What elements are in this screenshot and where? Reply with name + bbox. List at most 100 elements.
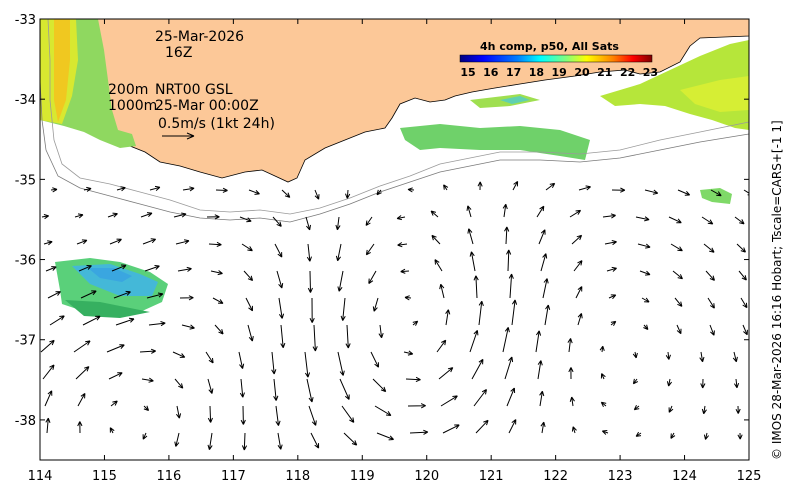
- current-arrow: [666, 378, 672, 387]
- current-arrow: [508, 273, 514, 299]
- colorbar-label: 20: [574, 66, 590, 79]
- current-arrow: [736, 243, 746, 253]
- current-arrow: [141, 377, 154, 383]
- current-arrow: [577, 313, 583, 326]
- current-arrow: [632, 351, 638, 359]
- current-arrow: [143, 405, 150, 411]
- isobath-200m: [47, 19, 749, 215]
- current-arrow: [567, 338, 573, 353]
- current-arrow: [701, 216, 714, 225]
- x-tick-label: 125: [737, 469, 762, 484]
- current-arrow: [569, 396, 575, 407]
- current-arrow: [665, 351, 671, 360]
- current-arrow: [439, 283, 445, 299]
- x-tick-label: 123: [608, 469, 633, 484]
- current-arrow: [606, 266, 617, 272]
- current-arrow: [440, 395, 458, 407]
- current-arrow: [177, 266, 192, 272]
- x-tick-label: 114: [28, 469, 53, 484]
- current-arrow: [668, 405, 674, 413]
- current-arrow: [575, 286, 583, 299]
- current-arrow: [700, 378, 706, 389]
- current-arrow: [732, 351, 738, 363]
- colorbar-gradient: [459, 54, 653, 63]
- y-tick-label: -34: [15, 93, 36, 108]
- current-arrow: [599, 345, 605, 353]
- current-arrow: [431, 234, 441, 245]
- current-arrow: [436, 339, 447, 353]
- current-arrow: [76, 239, 88, 245]
- current-arrow: [275, 405, 281, 426]
- colorbar-label: 21: [597, 66, 612, 79]
- current-arrow: [108, 372, 123, 380]
- current-arrow: [142, 432, 148, 440]
- current-arrow: [611, 187, 626, 193]
- current-arrow: [504, 226, 510, 245]
- current-arrow: [45, 266, 57, 272]
- current-arrow: [430, 210, 439, 218]
- current-arrow: [247, 324, 254, 342]
- current-arrow: [281, 189, 291, 198]
- current-arrow: [41, 214, 49, 220]
- current-arrow: [473, 275, 479, 299]
- title-date: 25-Mar-2026: [155, 29, 245, 45]
- current-arrow: [172, 351, 186, 358]
- current-arrow: [409, 429, 429, 435]
- current-arrow: [278, 297, 285, 319]
- current-arrow: [538, 229, 546, 245]
- current-arrow: [238, 351, 245, 369]
- current-arrow: [310, 432, 320, 449]
- current-arrow: [115, 317, 135, 326]
- current-arrow: [40, 339, 55, 353]
- current-arrow: [506, 249, 512, 272]
- current-arrow: [245, 297, 253, 312]
- current-arrow: [214, 324, 224, 335]
- current-arrow: [703, 243, 715, 253]
- current-arrow: [308, 405, 317, 426]
- title-hour: 16Z: [165, 45, 193, 61]
- current-arrow: [312, 324, 318, 352]
- current-arrow: [676, 324, 682, 335]
- current-arrow: [42, 364, 55, 380]
- current-arrow: [699, 351, 705, 363]
- current-arrow: [241, 243, 253, 252]
- current-arrow: [45, 417, 51, 434]
- current-arrow: [737, 432, 743, 440]
- colorbar-label: 23: [643, 66, 658, 79]
- current-arrow: [703, 432, 709, 440]
- current-arrow: [149, 185, 161, 191]
- current-arrow: [277, 432, 283, 450]
- current-arrow: [635, 216, 650, 222]
- current-arrow: [345, 324, 351, 349]
- plot-frame: [39, 18, 750, 461]
- current-arrow: [77, 421, 83, 434]
- current-arrow: [573, 260, 583, 272]
- current-arrow: [181, 324, 195, 330]
- current-arrow: [601, 430, 609, 435]
- current-arrow: [511, 299, 518, 326]
- current-arrow: [670, 243, 683, 252]
- current-arrow: [107, 212, 118, 218]
- current-arrow: [600, 401, 607, 408]
- x-axis: 114 115 116 117 118 119 120 121 122 123 124 125: [28, 19, 762, 484]
- current-arrow: [365, 216, 373, 226]
- current-arrow: [544, 304, 551, 326]
- current-arrow: [434, 259, 443, 272]
- y-tick-label: -35: [15, 173, 36, 188]
- current-arrow: [742, 324, 748, 336]
- current-arrow: [241, 432, 248, 451]
- current-arrow: [179, 295, 194, 301]
- current-arrow: [376, 432, 394, 441]
- current-arrow: [305, 216, 311, 231]
- current-arrow: [240, 405, 246, 425]
- current-arrow: [207, 432, 213, 450]
- x-tick-label: 122: [543, 469, 568, 484]
- current-arrow: [144, 265, 160, 272]
- current-arrow: [109, 427, 115, 434]
- current-arrow: [140, 212, 153, 218]
- current-arrow: [304, 351, 311, 378]
- current-arrow: [502, 327, 510, 353]
- current-arrow: [504, 356, 514, 380]
- current-arrow: [540, 421, 546, 434]
